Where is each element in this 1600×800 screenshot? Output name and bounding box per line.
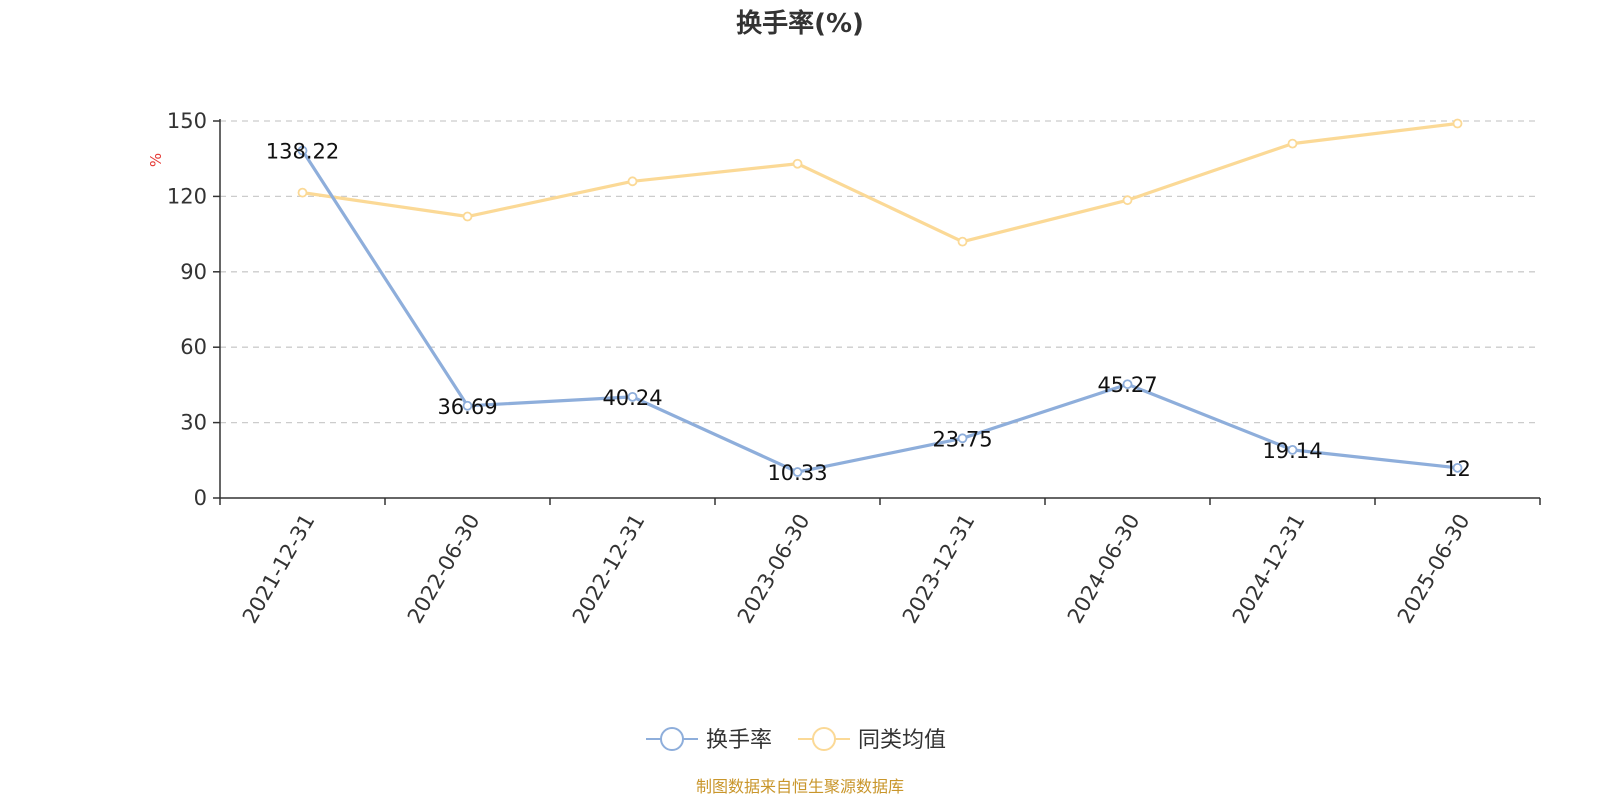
data-point[interactable] [462, 211, 473, 222]
legend[interactable]: 换手率 同类均值 [646, 727, 946, 753]
legend-marker [812, 727, 836, 751]
data-point[interactable] [792, 467, 803, 477]
series-layer [297, 118, 1463, 477]
data-point[interactable] [627, 391, 638, 402]
data-label-layer: 138.22 36.69 40.24 10.33 23.75 45.27 19.14 12 [266, 140, 1471, 485]
x-tick-label: 2024-12-31 [1228, 510, 1310, 628]
legend-label: 换手率 [706, 728, 772, 753]
data-point[interactable] [1122, 195, 1133, 206]
x-tick-label: 2021-12-31 [238, 510, 320, 628]
x-tick-label: 2023-06-30 [733, 510, 815, 628]
x-tick-label: 2022-12-31 [568, 510, 650, 628]
source-note: 制图数据来自恒生聚源数据库 [696, 777, 904, 796]
y-tick-label: 90 [180, 260, 207, 284]
data-point[interactable] [1452, 462, 1463, 473]
chart-title: 换手率(%) [736, 8, 864, 39]
data-point[interactable] [1122, 379, 1133, 390]
x-tick-label: 2024-06-30 [1063, 510, 1145, 628]
data-point[interactable] [957, 236, 968, 247]
data-point[interactable] [297, 187, 308, 198]
y-tick-label: 0 [194, 486, 207, 510]
data-label: 10.33 [767, 461, 827, 485]
data-label: 36.69 [437, 395, 497, 419]
series-line [300, 121, 1460, 244]
y-tick-label: 30 [180, 411, 207, 435]
x-tick-label: 2025-06-30 [1393, 510, 1475, 628]
data-point[interactable] [1287, 138, 1298, 149]
data-label: 45.27 [1097, 373, 1157, 397]
y-axis-unit-label: % [147, 153, 165, 167]
legend-item[interactable]: 同类均值 [798, 727, 946, 753]
data-label: 12 [1444, 457, 1471, 481]
series-line [300, 149, 1460, 474]
data-point[interactable] [297, 145, 308, 156]
x-tick-label: 2023-12-31 [898, 510, 980, 628]
data-point[interactable] [1287, 444, 1298, 455]
legend-item[interactable]: 换手率 [646, 727, 772, 753]
data-label: 19.14 [1262, 439, 1322, 463]
y-tick-label: 150 [167, 109, 207, 133]
legend-label: 同类均值 [858, 728, 946, 753]
grid-layer [220, 120, 1540, 424]
data-point[interactable] [1452, 118, 1463, 129]
data-label: 138.22 [266, 140, 339, 164]
data-point[interactable] [957, 433, 968, 444]
data-point[interactable] [627, 176, 638, 187]
x-tick-label: 2022-06-30 [403, 510, 485, 628]
legend-marker [660, 727, 684, 751]
y-tick-label: 60 [180, 335, 207, 359]
y-tick-label: 120 [167, 184, 207, 208]
data-point[interactable] [462, 400, 473, 411]
data-label: 23.75 [932, 427, 992, 451]
data-point[interactable] [792, 158, 803, 169]
axis-layer: 0 30 60 90 120 150 2021-12-31 2022-06-30 2022-12… [167, 109, 1541, 628]
data-label: 40.24 [602, 386, 662, 410]
